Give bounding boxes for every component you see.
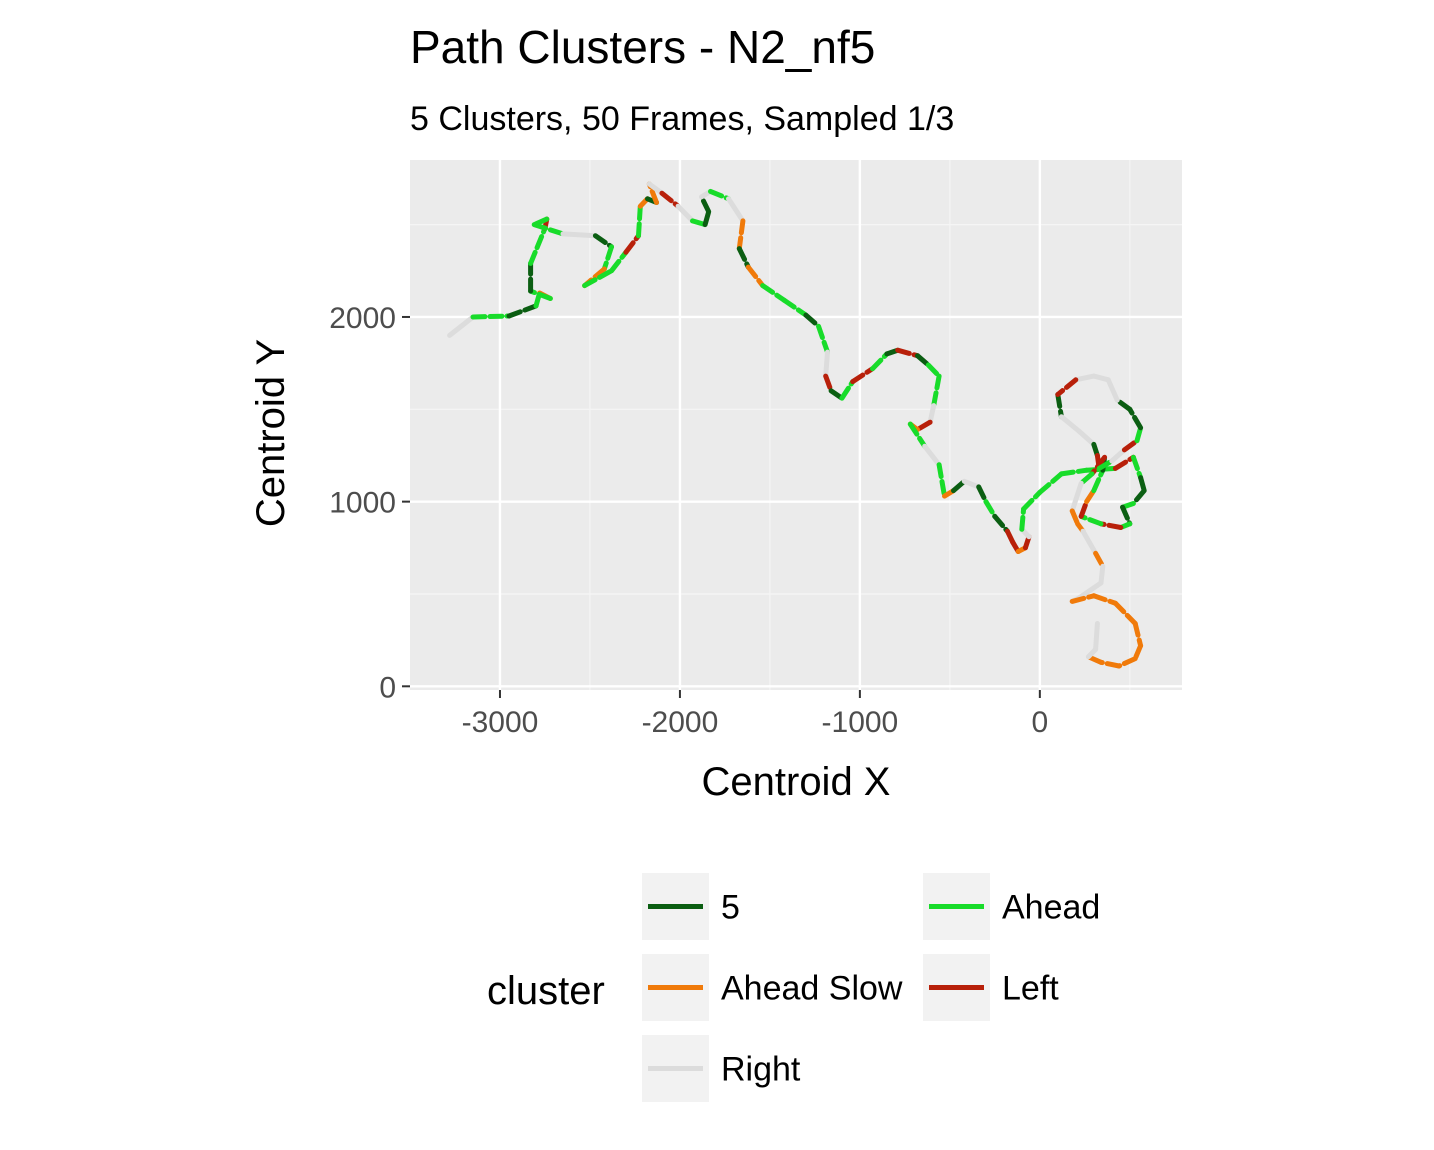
plot-panel: [410, 160, 1182, 690]
legend-label: Ahead Slow: [721, 970, 903, 1008]
path-segment-ahead-slow: [736, 218, 746, 252]
path-segment-ahead: [816, 323, 830, 355]
path-segment-right: [961, 478, 982, 490]
path-segment-ahead: [1078, 513, 1104, 527]
path-segment-right: [927, 403, 937, 425]
path-segment-ahead: [470, 313, 512, 320]
path-segment-ahead-slow: [1116, 656, 1138, 669]
loop-segment-right: [1105, 377, 1120, 403]
path-segment-ahead: [925, 362, 942, 379]
legend-label: 5: [721, 889, 740, 927]
path-segment-ahead: [531, 222, 566, 237]
chart-subtitle: 5 Clusters, 50 Frames, Sampled 1/3: [410, 100, 954, 138]
x-tick-label: -3000: [462, 706, 539, 739]
path-segment-ahead: [839, 379, 856, 401]
grid-lines: [410, 160, 1182, 690]
path-segment-right: [823, 349, 830, 379]
path-segment-ahead: [907, 421, 928, 449]
loop-segment-5: [1127, 406, 1144, 431]
loop-segment-right: [1109, 447, 1127, 464]
path-segment-right: [1069, 480, 1084, 514]
path-segment-left: [1112, 454, 1136, 471]
path-segment-5: [1130, 488, 1147, 506]
path-lines: [447, 181, 1147, 669]
path-segment-ahead: [582, 268, 614, 289]
path-segment-ahead: [1021, 489, 1043, 512]
path-segment-right: [675, 203, 695, 224]
path-segment-5: [992, 513, 1010, 534]
path-segment-ahead-slow: [745, 264, 766, 289]
path-segment-right: [1076, 580, 1104, 601]
path-segment-ahead-slow: [1098, 659, 1122, 669]
path-segment-left: [823, 373, 834, 394]
loop-segment-5: [1114, 397, 1133, 412]
axes: -3000 -2000 -1000 0 0 1000 2000: [329, 302, 1048, 739]
path-segment-ahead-slow: [1112, 600, 1138, 626]
path-segment-ahead: [528, 225, 548, 266]
path-segment-5: [976, 484, 989, 505]
path-segment-5: [699, 194, 712, 215]
path-segment-ahead: [1037, 471, 1064, 495]
y-tick-label: 0: [379, 671, 396, 704]
path-segment-right: [726, 196, 746, 224]
path-segment-5: [506, 303, 539, 319]
x-axis-title: Centroid X: [702, 760, 891, 804]
path-segment-5: [803, 312, 821, 329]
loop-segment-right: [1058, 414, 1082, 434]
path-segment-ahead: [636, 203, 643, 239]
x-tick-label: -2000: [642, 706, 719, 739]
path-segment-ahead: [528, 288, 553, 301]
y-axis-title: Centroid Y: [249, 339, 293, 527]
path-segment-ahead: [609, 249, 629, 274]
path-segment-ahead: [601, 244, 614, 272]
x-tick-label: -1000: [822, 706, 899, 739]
path-segment-ahead: [870, 351, 890, 372]
path-segment-right: [447, 314, 476, 338]
legend-label: Right: [721, 1051, 801, 1089]
path-segment-ahead: [708, 188, 731, 202]
path-segment-ahead: [781, 297, 809, 318]
loop-segment-5: [1055, 392, 1064, 420]
legend: cluster 5 Ahead Slow Right Ahead Left: [487, 873, 1100, 1102]
legend-title: cluster: [487, 969, 605, 1013]
path-segment-ahead: [983, 499, 998, 519]
loop-segment-left: [1121, 438, 1140, 453]
path-segment-ahead: [1130, 454, 1144, 481]
path-segment-right: [646, 181, 665, 196]
path-segment-5: [1120, 504, 1133, 527]
path-segment-ahead: [931, 373, 942, 409]
loop-segment-right: [1076, 429, 1097, 447]
legend-label: Left: [1002, 970, 1059, 1008]
path-segment-ahead: [1019, 506, 1027, 532]
path-segment-left: [623, 233, 641, 255]
loop-segment-left: [1055, 377, 1079, 397]
path-segment-right: [922, 443, 942, 468]
path-segment-left: [895, 347, 920, 359]
path-segment-left: [1098, 521, 1124, 530]
y-tick-label: 1000: [329, 487, 396, 520]
path-segment-ahead: [1058, 467, 1090, 477]
path-segment-ahead-slow: [1132, 621, 1144, 649]
path-segment-ahead: [936, 462, 947, 499]
path-segment-5: [736, 246, 751, 270]
path-segment-ahead: [760, 283, 787, 303]
path-segment-right: [1098, 563, 1106, 586]
path-segment-right: [1093, 621, 1100, 652]
path-segment-ahead-slow: [1069, 593, 1097, 604]
path-segment-ahead-slow: [1091, 593, 1118, 606]
path-segment-right: [560, 231, 598, 239]
path-segment-5: [592, 233, 614, 250]
chart-title: Path Clusters - N2_nf5: [410, 21, 875, 73]
path-segment-left: [1078, 499, 1090, 519]
legend-label: Ahead: [1002, 889, 1100, 927]
y-tick-label: 2000: [329, 302, 396, 335]
x-tick-label: 0: [1031, 706, 1048, 739]
path-segment-right: [1080, 528, 1099, 556]
loop-segment-right: [1073, 373, 1097, 383]
path-segment-left: [850, 366, 875, 385]
path-segment-left: [659, 190, 681, 209]
path-segment-ahead: [1091, 467, 1106, 494]
